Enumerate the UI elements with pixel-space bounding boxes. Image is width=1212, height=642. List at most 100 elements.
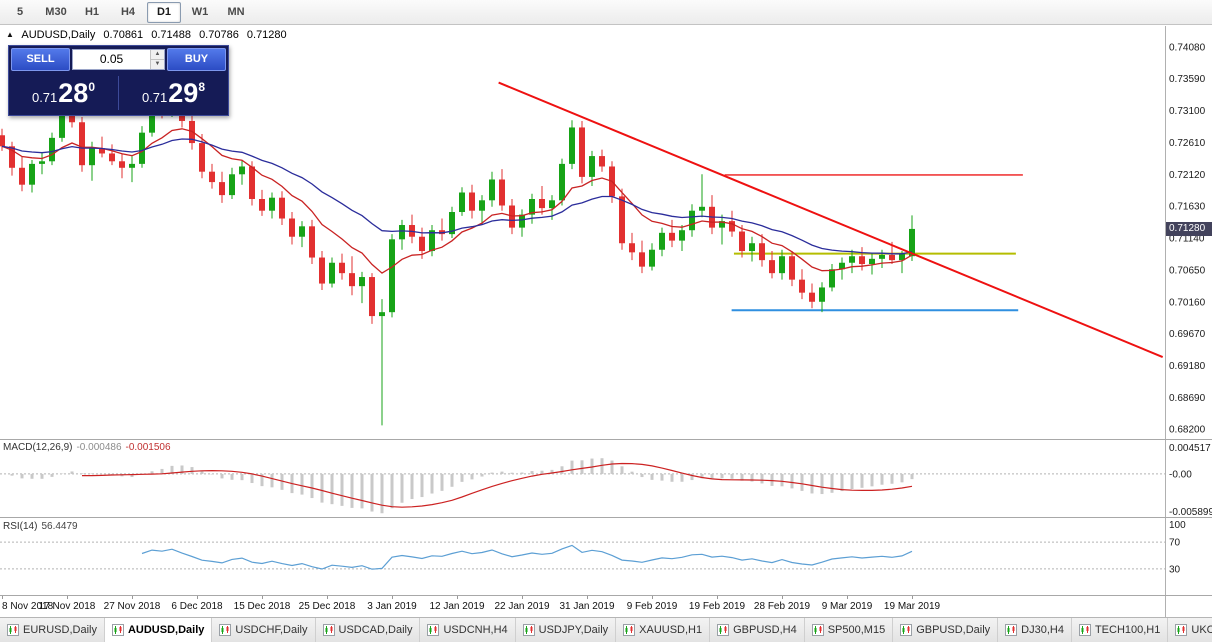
volume-value[interactable]: 0.05 [99, 52, 124, 66]
sell-price-pips: 28 [58, 78, 89, 108]
svg-text:0.71140: 0.71140 [1169, 234, 1205, 245]
timeframe-button-d1[interactable]: D1 [147, 1, 181, 23]
svg-text:0.68690: 0.68690 [1169, 393, 1206, 404]
buy-price-point: 8 [198, 80, 206, 94]
date-axis-label: 17 Nov 2018 [38, 601, 96, 612]
ohlc-low: 0.70786 [199, 29, 239, 41]
svg-text:0.004517: 0.004517 [1169, 443, 1211, 454]
chart-tab-label: DJ30,H4 [1021, 624, 1064, 636]
timeframe-button-mn[interactable]: MN [227, 5, 245, 18]
date-axis-label: 8 Nov 2018 [2, 601, 54, 612]
rsi-axis-labels: 100 70 30 [1169, 520, 1186, 575]
date-tick [327, 596, 328, 599]
chart-tab-label: USDCNH,H4 [443, 624, 508, 636]
chart-tab-icon [427, 624, 440, 636]
macd-header: MACD(12,26,9) -0.000486 -0.001506 [3, 442, 171, 453]
symbol-title: AUDUSD,Daily [21, 29, 96, 41]
svg-text:0.74080: 0.74080 [1169, 42, 1206, 53]
chart-tab-label: USDCHF,Daily [235, 624, 308, 636]
macd-label: MACD(12,26,9) [3, 442, 73, 453]
one-click-collapse-icon[interactable]: ▲ [6, 30, 14, 39]
main-chart-canvas[interactable]: 0.74080 0.73590 0.73100 0.72610 0.72120 0.716… [0, 26, 1212, 439]
chart-tab-xauusd-h1[interactable]: XAUUSD,H1 [616, 618, 711, 642]
panel-separator[interactable] [0, 517, 1212, 518]
rsi-canvas[interactable]: 100 70 30 [0, 518, 1212, 595]
timeframe-button-h4[interactable]: H4 [120, 5, 136, 18]
svg-text:0.68200: 0.68200 [1169, 425, 1206, 436]
chart-tab-bar: EURUSD,Daily AUDUSD,Daily USDCHF,Daily USDC… [0, 617, 1212, 642]
svg-text:0.72120: 0.72120 [1169, 170, 1206, 181]
chart-tab-usdcnh-h4[interactable]: USDCNH,H4 [420, 618, 516, 642]
ohlc-open: 0.70861 [103, 29, 144, 41]
rsi-label: RSI(14) [3, 521, 38, 532]
chart-tab-tech100-h1[interactable]: TECH100,H1 [1071, 618, 1169, 642]
chart-tab-dj30-h4[interactable]: DJ30,H4 [998, 618, 1072, 642]
chart-tab-icon [1078, 624, 1091, 636]
chart-tab-label: EURUSD,Daily [23, 624, 97, 636]
chart-tab-label: AUDUSD,Daily [127, 624, 205, 636]
chart-tab-label: USDJPY,Daily [538, 624, 609, 636]
chart-tab-icon [717, 624, 730, 636]
date-axis-label: 12 Jan 2019 [429, 601, 485, 612]
chart-tab-usdchf-daily[interactable]: USDCHF,Daily [212, 618, 316, 642]
current-price-badge: 0.71280 [1166, 221, 1212, 236]
macd-signal-line [82, 462, 913, 508]
chart-tab-gbpusd-h4[interactable]: GBPUSD,H4 [710, 618, 805, 642]
volume-up-button[interactable]: ▲ [151, 50, 164, 59]
chart-tab-icon [322, 624, 335, 636]
chart-tab-icon [219, 624, 232, 636]
date-tick [457, 596, 458, 599]
date-tick [912, 596, 913, 599]
timeframe-toolbar: 5 M30 H1 H4 D1 W1 MN [0, 0, 1212, 25]
date-axis-label: 15 Dec 2018 [233, 601, 291, 612]
chart-tab-usdcad-daily[interactable]: USDCAD,Daily [315, 618, 421, 642]
descending-trendline[interactable] [498, 81, 1164, 358]
chart-window[interactable]: 0.74080 0.73590 0.73100 0.72610 0.72120 0.716… [0, 26, 1212, 617]
svg-text:0.70650: 0.70650 [1169, 265, 1206, 276]
panel-separator[interactable] [0, 439, 1212, 440]
date-tick [522, 596, 523, 599]
panel-separator [0, 595, 1212, 596]
macd-canvas[interactable]: 0.004517 -0.00 -0.005899 [0, 440, 1212, 517]
sell-price-base: 0.71 [31, 90, 58, 105]
chart-tab-ukc[interactable]: UKC [1168, 618, 1212, 642]
timeframe-button-m30[interactable]: M30 [45, 5, 67, 18]
date-tick [652, 596, 653, 599]
rsi-value: 56.4479 [41, 521, 78, 532]
chart-tab-usdjpy-daily[interactable]: USDJPY,Daily [515, 618, 617, 642]
trade-panel-divider [118, 76, 119, 110]
macd-main-value: -0.000486 [76, 442, 122, 453]
sell-price-button[interactable]: 0.71 28 0 [9, 76, 118, 110]
chart-tab-icon [900, 624, 913, 636]
date-tick [262, 596, 263, 599]
timeframe-button-h1[interactable]: H1 [84, 5, 100, 18]
date-axis-label: 27 Nov 2018 [103, 601, 161, 612]
volume-down-button[interactable]: ▼ [151, 59, 164, 69]
sell-button[interactable]: SELL [11, 48, 70, 71]
date-axis-label: 19 Feb 2019 [688, 601, 746, 612]
svg-text:-0.00: -0.00 [1169, 469, 1192, 480]
buy-button[interactable]: BUY [167, 48, 226, 71]
chart-tab-icon [811, 624, 824, 636]
chart-tab-audusd-daily[interactable]: AUDUSD,Daily [104, 618, 213, 642]
timeframe-button-5[interactable]: 5 [16, 5, 24, 18]
chart-tab-gbpusd-daily[interactable]: GBPUSD,Daily [893, 618, 999, 642]
volume-field[interactable]: 0.05 ▲ ▼ [72, 49, 165, 70]
sell-price-point: 0 [88, 80, 96, 94]
date-tick [392, 596, 393, 599]
chart-tab-eurusd-daily[interactable]: EURUSD,Daily [0, 618, 105, 642]
chart-tab-label: UKC [1191, 624, 1212, 636]
symbol-ohlc-header: ▲ AUDUSD,Daily 0.70861 0.71488 0.70786 0… [6, 29, 292, 41]
buy-price-base: 0.71 [141, 90, 168, 105]
date-axis-label: 22 Jan 2019 [494, 601, 550, 612]
timeframe-button-w1[interactable]: W1 [191, 5, 209, 18]
date-axis-label: 19 Mar 2019 [883, 601, 941, 612]
price-axis-labels: 0.74080 0.73590 0.73100 0.72610 0.72120 0.716… [1169, 42, 1206, 435]
svg-text:-0.005899: -0.005899 [1169, 507, 1212, 517]
svg-text:0.71630: 0.71630 [1169, 202, 1206, 213]
chart-tab-label: XAUUSD,H1 [639, 624, 703, 636]
chart-tab-label: SP500,M15 [827, 624, 886, 636]
chart-tab-sp500-m15[interactable]: SP500,M15 [804, 618, 894, 642]
ohlc-high: 0.71488 [151, 29, 191, 41]
buy-price-button[interactable]: 0.71 29 8 [119, 76, 228, 110]
